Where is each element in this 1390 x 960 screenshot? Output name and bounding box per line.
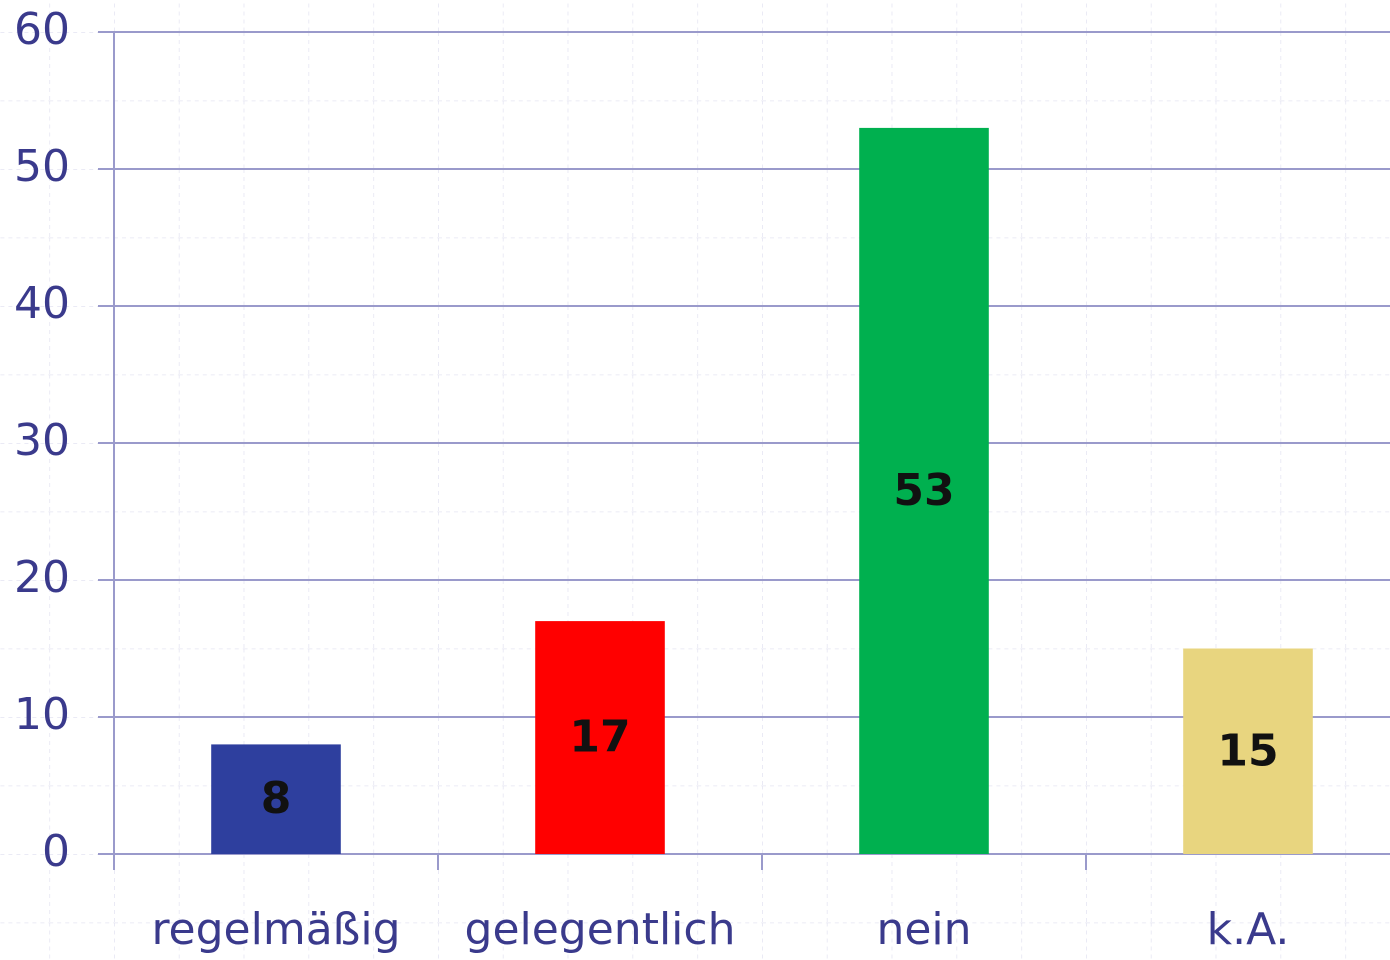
y-tick-label: 60: [14, 4, 70, 55]
x-tick-label: k.A.: [1207, 904, 1290, 955]
bar: [211, 744, 341, 854]
x-tick-label: gelegentlich: [465, 904, 736, 955]
bar: [535, 621, 665, 854]
x-tick-label: nein: [876, 904, 971, 955]
y-tick-label: 40: [14, 278, 70, 329]
y-tick-label: 0: [42, 826, 70, 877]
value-label: 8: [261, 773, 292, 824]
value-label: 17: [569, 712, 630, 763]
value-label: 53: [893, 465, 954, 516]
bar: [859, 127, 989, 854]
value-label: 15: [1217, 725, 1278, 776]
y-tick-label: 10: [14, 689, 70, 740]
y-tick-label: 20: [14, 552, 70, 603]
y-tick-label: 50: [14, 141, 70, 192]
bar: [1183, 648, 1313, 854]
x-tick-label: regelmäßig: [151, 904, 400, 955]
y-tick-label: 30: [14, 415, 70, 466]
